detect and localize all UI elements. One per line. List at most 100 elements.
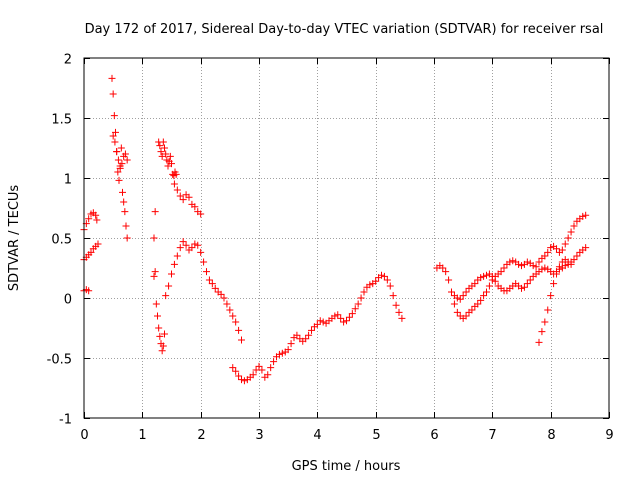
data-point bbox=[348, 310, 356, 318]
x-axis-label: GPS time / hours bbox=[292, 459, 401, 474]
data-point bbox=[114, 168, 122, 176]
data-point bbox=[179, 238, 187, 246]
data-point bbox=[170, 180, 178, 188]
data-point bbox=[462, 312, 470, 320]
data-point bbox=[118, 160, 126, 168]
data-point bbox=[570, 256, 578, 264]
data-point bbox=[558, 246, 566, 254]
data-point bbox=[168, 160, 175, 168]
data-point bbox=[156, 332, 164, 340]
data-point bbox=[480, 272, 488, 280]
data-point bbox=[123, 234, 131, 242]
data-point bbox=[541, 252, 549, 260]
data-point bbox=[116, 164, 124, 172]
data-point bbox=[211, 284, 219, 292]
data-point bbox=[205, 276, 213, 284]
data-point bbox=[165, 282, 173, 290]
data-point bbox=[172, 170, 180, 178]
data-point bbox=[453, 294, 461, 302]
data-point bbox=[157, 148, 165, 156]
data-point bbox=[258, 366, 266, 374]
data-point bbox=[497, 268, 505, 276]
data-point bbox=[240, 377, 248, 385]
plot-frame bbox=[83, 57, 610, 419]
data-point bbox=[483, 288, 490, 296]
data-point bbox=[305, 331, 313, 339]
data-point bbox=[111, 138, 119, 146]
data-point bbox=[284, 346, 292, 354]
data-point bbox=[547, 244, 555, 252]
data-point bbox=[113, 148, 121, 156]
data-point bbox=[117, 144, 125, 152]
data-point bbox=[121, 150, 129, 158]
data-point bbox=[386, 282, 394, 290]
data-point bbox=[109, 132, 117, 140]
data-point bbox=[573, 252, 581, 260]
data-point bbox=[114, 156, 122, 164]
data-point bbox=[360, 288, 368, 296]
data-point bbox=[162, 292, 170, 300]
data-point bbox=[483, 271, 490, 279]
data-point bbox=[109, 90, 117, 98]
data-point bbox=[238, 336, 245, 344]
data-point bbox=[334, 311, 342, 319]
data-point bbox=[182, 241, 190, 249]
data-point bbox=[398, 314, 406, 322]
data-point bbox=[564, 234, 572, 242]
data-point bbox=[439, 264, 447, 272]
data-point bbox=[112, 128, 119, 136]
data-point bbox=[151, 268, 159, 276]
data-point bbox=[220, 294, 228, 302]
y-tick-label: 0.5 bbox=[51, 233, 72, 248]
data-point bbox=[523, 258, 531, 266]
data-point bbox=[567, 228, 575, 236]
data-point bbox=[150, 272, 158, 280]
grid bbox=[84, 58, 609, 418]
data-point bbox=[85, 287, 93, 295]
data-point bbox=[278, 349, 286, 357]
data-point bbox=[442, 268, 450, 276]
data-point bbox=[509, 257, 517, 265]
data-point bbox=[471, 280, 479, 288]
data-point bbox=[275, 350, 283, 358]
chart-title: Day 172 of 2017, Sidereal Day-to-day VTE… bbox=[85, 22, 604, 37]
data-point bbox=[520, 283, 528, 291]
data-point bbox=[445, 276, 453, 284]
data-point bbox=[203, 268, 210, 276]
data-point bbox=[459, 292, 467, 300]
data-point bbox=[252, 366, 260, 374]
data-point bbox=[474, 300, 482, 308]
data-point bbox=[197, 210, 205, 218]
data-point bbox=[197, 248, 205, 256]
data-point bbox=[544, 248, 552, 256]
data-point bbox=[120, 198, 128, 206]
data-point bbox=[162, 150, 170, 158]
data-point bbox=[155, 324, 163, 332]
data-point bbox=[226, 306, 234, 314]
data-point bbox=[453, 308, 461, 316]
x-tick-label: 5 bbox=[372, 428, 380, 443]
data-point bbox=[506, 258, 514, 266]
data-point bbox=[538, 328, 546, 336]
data-point bbox=[372, 277, 380, 285]
x-tick-label: 6 bbox=[430, 428, 438, 443]
data-point bbox=[518, 284, 525, 292]
data-point bbox=[316, 317, 324, 325]
x-tick-label: 3 bbox=[255, 428, 263, 443]
data-point bbox=[477, 274, 485, 282]
data-point bbox=[119, 188, 126, 196]
data-point bbox=[179, 196, 187, 204]
y-tick-label: 2 bbox=[64, 53, 72, 68]
data-point bbox=[159, 342, 167, 350]
data-point bbox=[378, 271, 385, 279]
x-tick-label: 4 bbox=[313, 428, 321, 443]
data-point bbox=[152, 300, 160, 308]
y-tick-label: 0 bbox=[64, 293, 72, 308]
data-point bbox=[468, 306, 476, 314]
data-point bbox=[235, 372, 243, 380]
data-point bbox=[191, 240, 199, 248]
data-point bbox=[161, 144, 168, 152]
data-point bbox=[217, 290, 225, 298]
data-point bbox=[168, 270, 175, 278]
x-tick-label: 7 bbox=[488, 428, 496, 443]
